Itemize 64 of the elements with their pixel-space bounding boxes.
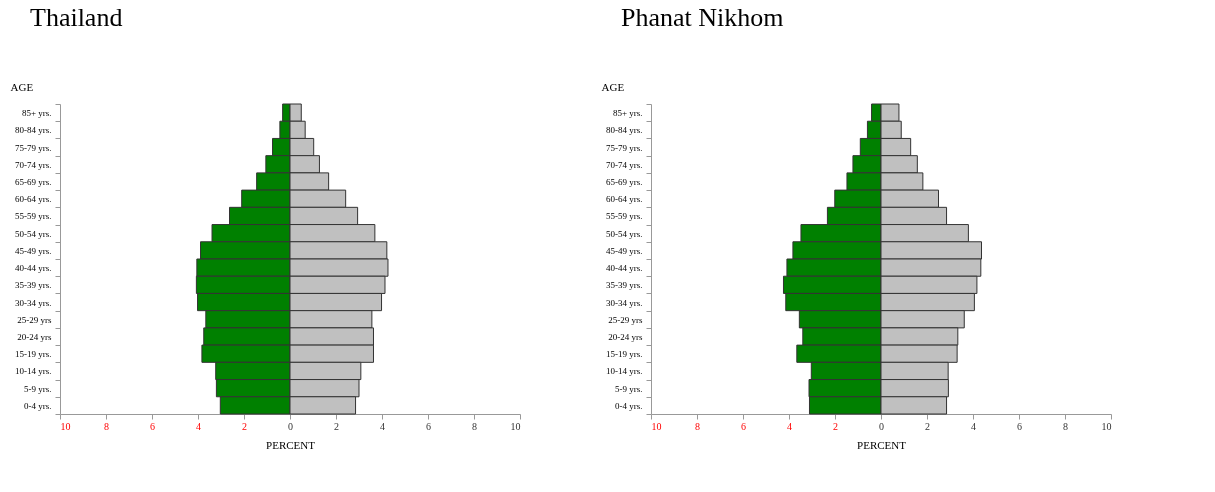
y-tick-label: 40-44 yrs. — [15, 263, 52, 274]
x-tick-label: 4 — [971, 420, 976, 432]
y-tick-label: 60-64 yrs. — [606, 194, 643, 205]
y-tick-label: 20-24 yrs — [608, 332, 643, 342]
x-tick-label: 2 — [334, 420, 339, 432]
x-tick-label: 6 — [1017, 420, 1022, 432]
y-tick-label: 15-19 yrs. — [606, 349, 643, 360]
x-tick-label: 4 — [196, 420, 201, 432]
y-tick-label: 5-9 yrs. — [615, 383, 643, 394]
chart-title: Thailand — [30, 3, 123, 32]
x-tick-label: 4 — [380, 420, 385, 432]
x-tick-label: 0 — [879, 420, 884, 432]
y-tick-label: 40-44 yrs. — [606, 263, 643, 274]
x-tick-label: 10 — [1101, 420, 1112, 432]
y-tick-label: 55-59 yrs. — [606, 211, 643, 222]
y-axis-title: AGE — [10, 80, 34, 93]
y-tick-label: 65-69 yrs. — [606, 177, 643, 187]
y-tick-label: 85+ yrs. — [612, 108, 643, 119]
y-tick-label: 50-54 yrs. — [15, 228, 52, 239]
y-tick-label: 30-34 yrs. — [606, 297, 643, 308]
y-tick-label: 10-14 yrs. — [606, 366, 643, 377]
x-tick-label: 0 — [288, 420, 293, 432]
x-tick-label: 8 — [104, 420, 109, 432]
y-tick-label: 55-59 yrs. — [15, 211, 52, 222]
y-tick-label: 20-24 yrs — [17, 332, 52, 342]
x-tick-label: 8 — [695, 420, 700, 432]
y-tick-label: 35-39 yrs. — [15, 280, 52, 291]
x-tick-label: 6 — [426, 420, 431, 432]
y-tick-label: 15-19 yrs. — [15, 349, 52, 360]
x-tick-label: 8 — [472, 420, 477, 432]
y-tick-label: 70-74 yrs. — [15, 159, 52, 170]
x-tick-label: 8 — [1063, 420, 1068, 432]
x-tick-label: 10 — [510, 420, 521, 432]
y-tick-label: 75-79 yrs. — [606, 142, 643, 153]
y-tick-label: 35-39 yrs. — [606, 280, 643, 291]
x-tick-label: 6 — [150, 420, 155, 432]
y-tick-label: 30-34 yrs. — [15, 297, 52, 308]
x-tick-label: 6 — [741, 420, 746, 432]
x-tick-label: 2 — [925, 420, 930, 432]
y-axis-title: AGE — [601, 80, 625, 93]
x-tick-label: 10 — [60, 420, 71, 432]
y-tick-label: 75-79 yrs. — [15, 142, 52, 153]
y-tick-label: 10-14 yrs. — [15, 366, 52, 377]
y-tick-label: 85+ yrs. — [21, 108, 52, 119]
x-tick-label: 2 — [242, 420, 247, 432]
x-tick-label: 10 — [651, 420, 662, 432]
y-tick-label: 45-49 yrs. — [15, 245, 52, 256]
x-axis-title: PERCENT — [857, 438, 907, 451]
y-tick-label: 45-49 yrs. — [606, 245, 643, 256]
chart-title: Phanat Nikhom — [621, 3, 784, 32]
y-tick-label: 25-29 yrs — [608, 314, 643, 325]
y-tick-label: 60-64 yrs. — [15, 194, 52, 205]
y-tick-label: 80-84 yrs. — [606, 125, 643, 136]
y-tick-label: 5-9 yrs. — [24, 383, 52, 394]
x-tick-label: 4 — [787, 420, 792, 432]
y-tick-label: 70-74 yrs. — [606, 159, 643, 170]
y-tick-label: 25-29 yrs — [17, 314, 52, 325]
y-tick-label: 50-54 yrs. — [606, 228, 643, 239]
x-axis-title: PERCENT — [266, 438, 316, 451]
y-tick-label: 80-84 yrs. — [15, 125, 52, 136]
y-tick-label: 0-4 yrs. — [24, 400, 52, 411]
x-tick-label: 2 — [833, 420, 838, 432]
y-tick-label: 65-69 yrs. — [15, 177, 52, 187]
y-tick-label: 0-4 yrs. — [615, 400, 643, 411]
